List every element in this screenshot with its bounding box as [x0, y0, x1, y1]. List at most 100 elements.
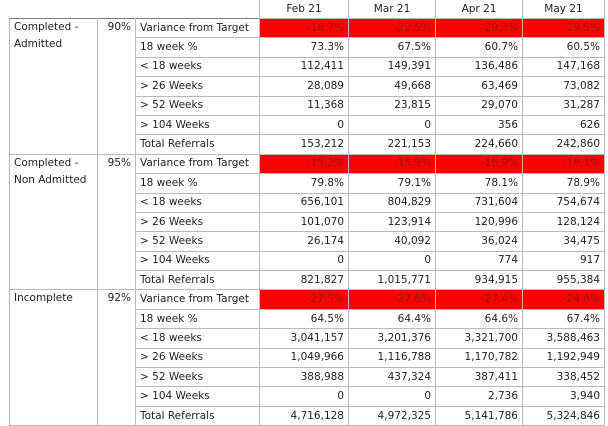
- column-header-apr: Apr 21: [435, 0, 523, 19]
- value-cell: 3,588,463: [522, 328, 605, 349]
- value-cell: 774: [435, 250, 523, 272]
- group-name: Completed - Admitted: [9, 18, 98, 155]
- variance-cell: -27.4%: [435, 289, 523, 310]
- value-cell: 387,411: [435, 367, 523, 388]
- column-header-may: May 21: [522, 0, 605, 19]
- table-row: > 26 Weeks 28,089 49,668 63,469 73,082: [10, 76, 605, 97]
- value-cell: 221,153: [348, 134, 436, 155]
- value-cell: 821,827: [259, 270, 349, 291]
- value-cell: 120,996: [435, 211, 523, 233]
- group-name-line2: Admitted: [14, 38, 63, 50]
- variance-cell: -15.9%: [348, 153, 436, 175]
- value-cell: 78.9%: [522, 173, 605, 194]
- row-label: Total Referrals: [135, 405, 260, 426]
- table-row: Incomplete 92% Variance from Target -27.5% -…: [9, 289, 605, 426]
- variance-cell: -16.7%: [259, 17, 349, 39]
- table-row: < 18 weeks 3,041,157 3,201,376 3,321,700 3,5…: [10, 328, 605, 349]
- table-row: Total Referrals 153,212 221,153 224,660 242,…: [10, 134, 605, 155]
- value-cell: 79.1%: [348, 173, 436, 194]
- row-label: > 52 Weeks: [135, 367, 260, 388]
- variance-cell: -22.5%: [348, 17, 436, 39]
- value-cell: 626: [522, 114, 605, 136]
- column-header-mar: Mar 21: [348, 0, 436, 19]
- value-cell: 1,116,788: [348, 347, 436, 369]
- value-cell: 224,660: [435, 134, 523, 155]
- value-cell: 934,915: [435, 270, 523, 291]
- row-label: > 104 Weeks: [135, 250, 260, 272]
- group-name-line1: Completed -: [14, 21, 79, 33]
- value-cell: 656,101: [259, 192, 349, 213]
- value-cell: 34,475: [522, 231, 605, 252]
- value-cell: 123,914: [348, 211, 436, 233]
- header-corner: [10, 0, 260, 19]
- value-cell: 147,168: [522, 56, 605, 78]
- value-cell: 338,452: [522, 367, 605, 388]
- table-row: 18 week % 64.5% 64.4% 64.6% 67.4%: [10, 308, 605, 330]
- value-cell: 49,668: [348, 76, 436, 97]
- value-cell: 356: [435, 114, 523, 136]
- row-label: 18 week %: [135, 308, 260, 330]
- value-cell: 388,988: [259, 367, 349, 388]
- row-label: Total Referrals: [135, 134, 260, 155]
- value-cell: 64.6%: [435, 308, 523, 330]
- value-cell: 60.7%: [435, 37, 523, 58]
- variance-cell: -16.1%: [522, 153, 605, 175]
- value-cell: 754,674: [522, 192, 605, 213]
- row-label: < 18 weeks: [135, 192, 260, 213]
- value-cell: 5,324,846: [522, 405, 605, 426]
- value-cell: 804,829: [348, 192, 436, 213]
- row-label: > 26 Weeks: [135, 76, 260, 97]
- value-cell: 0: [348, 250, 436, 272]
- group-target: 95%: [97, 153, 136, 291]
- table-row: < 18 weeks 656,101 804,829 731,604 754,674: [10, 192, 605, 213]
- table-row: Total Referrals 821,827 1,015,771 934,915 95…: [10, 270, 605, 291]
- group-name: Completed - Non Admitted: [9, 153, 98, 291]
- table-row: 18 week % 73.3% 67.5% 60.7% 60.5%: [10, 37, 605, 58]
- table-row: Completed - Non Admitted 95% Variance from …: [9, 153, 605, 291]
- value-cell: 128,124: [522, 211, 605, 233]
- row-label: > 52 Weeks: [135, 95, 260, 116]
- group-target: 90%: [97, 18, 136, 155]
- row-label: Variance from Target: [135, 289, 260, 310]
- variance-cell: -27.5%: [259, 289, 349, 310]
- value-cell: 63,469: [435, 76, 523, 97]
- value-cell: 78.1%: [435, 173, 523, 194]
- value-cell: 40,092: [348, 231, 436, 252]
- value-cell: 2,736: [435, 386, 523, 407]
- value-cell: 67.4%: [522, 308, 605, 330]
- value-cell: 1,192,949: [522, 347, 605, 369]
- table-row: > 52 Weeks 11,368 23,815 29,070 31,287: [10, 95, 605, 116]
- value-cell: 0: [348, 386, 436, 407]
- group-name-line2: Non Admitted: [14, 173, 87, 186]
- table-row: Completed - Admitted 90% Variance from Targ…: [9, 17, 605, 155]
- row-label: > 104 Weeks: [135, 114, 260, 136]
- value-cell: 36,024: [435, 231, 523, 252]
- row-label: Variance from Target: [135, 17, 260, 39]
- value-cell: 0: [259, 250, 349, 272]
- value-cell: 149,391: [348, 56, 436, 78]
- value-cell: 917: [522, 250, 605, 272]
- table-row: > 26 Weeks 101,070 123,914 120,996 128,124: [10, 211, 605, 233]
- group-name-line1: Completed -: [14, 156, 79, 169]
- value-cell: 3,041,157: [259, 328, 349, 349]
- table-row: > 52 Weeks 26,174 40,092 36,024 34,475: [10, 231, 605, 252]
- value-cell: 5,141,786: [435, 405, 523, 426]
- table-row: 18 week % 79.8% 79.1% 78.1% 78.9%: [10, 173, 605, 194]
- value-cell: 437,324: [348, 367, 436, 388]
- value-cell: 3,201,376: [348, 328, 436, 349]
- value-cell: 28,089: [259, 76, 349, 97]
- row-label: > 26 Weeks: [135, 211, 260, 233]
- value-cell: 112,411: [259, 56, 349, 78]
- group-name-line1: Incomplete: [14, 292, 73, 305]
- value-cell: 3,940: [522, 386, 605, 407]
- row-label: Total Referrals: [135, 270, 260, 291]
- value-cell: 79.8%: [259, 173, 349, 194]
- row-label: 18 week %: [135, 173, 260, 194]
- variance-cell: -29.5%: [522, 17, 605, 39]
- header-row: Feb 21 Mar 21 Apr 21 May 21: [10, 0, 605, 19]
- variance-cell: -27.6%: [348, 289, 436, 310]
- value-cell: 0: [259, 114, 349, 136]
- value-cell: 1,015,771: [348, 270, 436, 291]
- variance-cell: -29.3%: [435, 17, 523, 39]
- value-cell: 60.5%: [522, 37, 605, 58]
